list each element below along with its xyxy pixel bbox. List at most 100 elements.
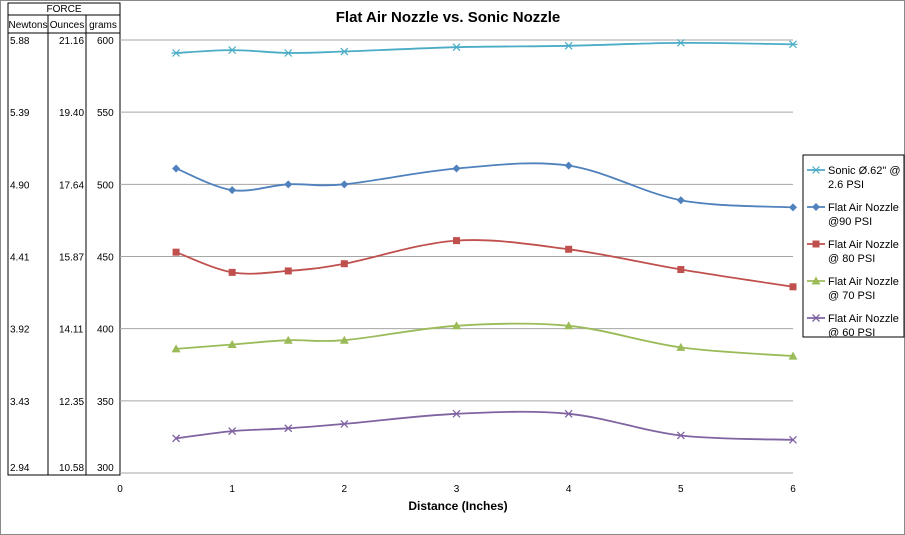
data-point: [676, 196, 685, 205]
data-point: [789, 435, 797, 444]
legend-box: [802, 154, 905, 338]
series-line: [176, 41, 794, 54]
table-cell-grams: 300: [97, 463, 114, 474]
series-3: [171, 321, 798, 360]
table-cell-grams: 350: [97, 397, 114, 408]
data-point: [564, 321, 574, 330]
data-point: [453, 237, 460, 245]
data-point: [564, 161, 573, 170]
data-point: [283, 335, 293, 344]
table-cell-newtons: 4.90: [10, 180, 30, 191]
table-cell-newtons: 2.94: [10, 463, 30, 474]
table-cell-grams: 550: [97, 108, 114, 119]
table-cell-newtons: 3.92: [10, 325, 30, 336]
data-point: [565, 245, 573, 253]
table-header: FORCE: [47, 4, 82, 15]
legend-label: Flat Air Nozzle: [828, 313, 899, 325]
series-group: [171, 38, 798, 444]
legend: Sonic Ø.62" @ 2.6 PSI Flat Air Nozzle @90 P…: [802, 154, 905, 339]
x-tick-label: 2: [342, 484, 348, 495]
data-point: [172, 434, 181, 443]
data-point: [452, 43, 461, 52]
data-point: [283, 49, 293, 57]
legend-label: @90 PSI: [828, 216, 872, 228]
data-point: [788, 40, 798, 49]
data-point: [339, 335, 349, 344]
series-4: [172, 409, 797, 444]
legend-item: Flat Air Nozzle @ 60 PSI: [807, 313, 899, 339]
data-point: [340, 260, 348, 268]
x-tick-label: 1: [229, 484, 235, 495]
legend-label: Sonic Ø.62" @: [828, 165, 901, 177]
data-point: [564, 409, 573, 418]
force-table: FORCE Newtons Ounces grams 5.88 21.16 600 5.39 1…: [7, 2, 121, 476]
data-point: [284, 180, 293, 189]
data-point: [452, 409, 461, 418]
series-line: [175, 239, 794, 288]
series-2: [172, 237, 797, 291]
table-cell-grams: 600: [97, 36, 114, 47]
table-column-label: Ounces: [50, 20, 84, 31]
x-tick-label: 5: [678, 484, 684, 495]
legend-item: Flat Air Nozzle @ 80 PSI: [807, 239, 899, 265]
x-tick-label: 6: [790, 484, 796, 495]
data-point: [676, 342, 686, 351]
x-tick-label: 4: [566, 484, 572, 495]
legend-label: Flat Air Nozzle: [828, 202, 899, 214]
legend-marker: [811, 276, 821, 285]
table-cell-ounces: 12.35: [59, 397, 84, 408]
legend-label: @ 70 PSI: [828, 290, 875, 302]
data-point: [284, 267, 292, 275]
data-point: [340, 419, 349, 428]
table-cell-ounces: 19.40: [59, 108, 84, 119]
table-cell-grams: 400: [97, 325, 114, 336]
legend-marker: [812, 240, 820, 248]
data-point: [339, 47, 349, 56]
table-cell-grams: 500: [97, 180, 114, 191]
data-point: [228, 186, 237, 195]
legend-item: Sonic Ø.62" @ 2.6 PSI: [807, 165, 901, 191]
x-axis-ticks: 0 1 2 3 4 5 6: [117, 484, 796, 495]
legend-label: @ 60 PSI: [828, 327, 875, 339]
legend-marker: [812, 203, 820, 211]
data-point: [228, 268, 236, 276]
data-point: [676, 38, 686, 47]
data-point: [172, 164, 181, 173]
table-cell-ounces: 10.58: [59, 463, 84, 474]
x-tick-label: 3: [454, 484, 460, 495]
table-cell-newtons: 3.43: [10, 397, 30, 408]
series-line: [175, 162, 794, 209]
data-point: [171, 344, 181, 353]
data-point: [452, 164, 461, 173]
x-axis-title: Distance (Inches): [408, 499, 507, 513]
data-point: [677, 265, 685, 273]
data-point: [172, 248, 180, 256]
data-point: [452, 321, 461, 330]
table-cell-ounces: 21.16: [59, 36, 84, 47]
gridlines: [120, 39, 793, 474]
data-point: [228, 427, 237, 436]
x-tick-label: 0: [117, 484, 123, 495]
table-cell-newtons: 4.41: [10, 253, 30, 264]
data-point: [227, 340, 237, 349]
data-point: [340, 180, 349, 189]
table-border: [7, 2, 121, 476]
data-point: [284, 424, 293, 433]
legend-label: 2.6 PSI: [828, 179, 864, 191]
data-point: [564, 41, 574, 50]
legend-label: @ 80 PSI: [828, 253, 875, 265]
data-point: [788, 351, 798, 360]
legend-marker: [812, 314, 820, 322]
data-point: [227, 46, 237, 55]
table-cell-ounces: 14.11: [59, 325, 84, 336]
data-point: [676, 431, 685, 440]
table-cell-newtons: 5.39: [10, 108, 30, 119]
data-point: [789, 203, 797, 212]
table-column-label: Newtons: [9, 20, 48, 31]
chart-title: Flat Air Nozzle vs. Sonic Nozzle: [336, 9, 561, 26]
data-point: [171, 49, 181, 57]
series-0: [171, 38, 798, 57]
series-1: [172, 161, 797, 212]
legend-item: Flat Air Nozzle @90 PSI: [807, 202, 899, 228]
legend-item: Flat Air Nozzle @ 70 PSI: [807, 276, 899, 302]
